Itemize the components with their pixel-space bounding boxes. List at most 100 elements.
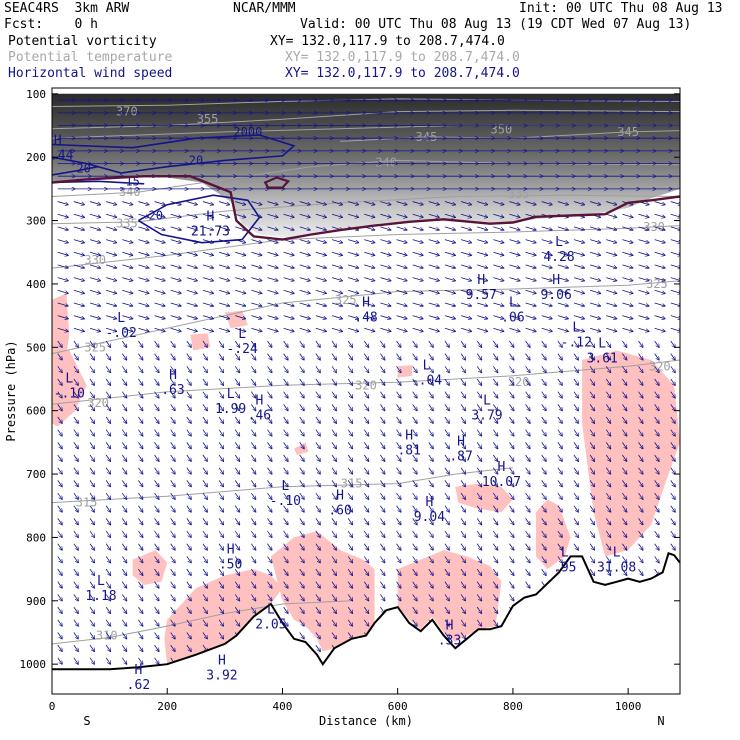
wind-vector <box>541 467 546 474</box>
wind-vector <box>509 492 513 499</box>
wind-vector <box>428 480 433 486</box>
wind-vector <box>283 378 288 385</box>
wind-vector <box>299 594 304 600</box>
wind-vector <box>299 404 304 410</box>
wind-vector <box>138 315 148 319</box>
wind-vector <box>412 556 417 562</box>
wind-vector <box>154 480 159 486</box>
wind-vector <box>89 606 94 613</box>
wind-vector <box>283 353 288 360</box>
wind-vector <box>251 606 255 613</box>
wind-vector <box>605 340 610 347</box>
wind-vector <box>412 404 417 410</box>
wind-vector <box>654 315 665 319</box>
wind-vector <box>267 594 271 600</box>
wind-vector <box>170 366 175 372</box>
wind-vector <box>573 442 578 448</box>
wind-vector <box>509 251 519 255</box>
wind-vector <box>380 467 384 474</box>
wind-vector <box>654 454 659 461</box>
wind-vector <box>638 277 649 281</box>
wind-vector <box>412 251 423 255</box>
wind-vector <box>251 492 255 499</box>
wind-vector <box>186 467 191 474</box>
wind-vector <box>396 302 407 306</box>
extremum-value: .48 <box>354 310 377 325</box>
wind-vector <box>235 302 245 306</box>
wind-vector <box>89 632 94 638</box>
wind-vector <box>315 644 320 651</box>
wind-vector <box>138 480 142 486</box>
wind-vector <box>170 505 175 512</box>
wind-vector <box>73 442 78 448</box>
wind-vector <box>428 340 433 347</box>
wind-vector <box>444 505 449 512</box>
wind-vector <box>105 594 110 600</box>
wind-vector <box>186 366 191 372</box>
wind-vector <box>460 480 465 486</box>
wind-vector <box>267 315 277 319</box>
theta-contour <box>52 280 680 355</box>
wind-vector <box>105 644 110 651</box>
wind-vector <box>541 391 546 398</box>
wind-vector <box>525 226 536 230</box>
wind-vector <box>138 619 142 626</box>
wind-vector <box>589 429 594 436</box>
extremum-marker: H <box>362 295 370 310</box>
wind-vector <box>347 442 352 448</box>
field2-name: Potential temperature <box>8 50 173 65</box>
extremum-marker: L <box>509 295 517 310</box>
wind-vector <box>444 277 455 281</box>
wind-vector <box>380 404 384 410</box>
wind-vector <box>509 378 513 385</box>
wind-vector <box>57 467 62 474</box>
wind-vector <box>460 530 465 537</box>
rh-region <box>455 483 513 513</box>
wind-vector <box>121 594 126 600</box>
wind-vector <box>57 556 62 562</box>
wind-vector <box>347 581 352 588</box>
wind-vector <box>121 606 126 613</box>
wind-vector <box>73 454 78 461</box>
wind-vector <box>202 492 207 499</box>
wind-vector <box>396 391 401 398</box>
x-tick-label: 400 <box>273 700 293 713</box>
field2-xy: XY= 132.0,117.9 to 208.7,474.0 <box>285 50 520 65</box>
wind-vector <box>106 302 116 306</box>
wind-vector <box>267 442 271 448</box>
wind-vector <box>509 277 519 281</box>
wind-vector <box>670 429 675 436</box>
wind-vector <box>202 366 207 372</box>
extremum-marker: L <box>483 394 491 409</box>
wind-vector <box>251 429 255 436</box>
rh-region <box>397 550 502 642</box>
wind-vector <box>73 543 78 550</box>
wind-vector <box>283 568 288 575</box>
wind-vector <box>267 277 277 281</box>
wind-vector <box>202 480 207 486</box>
wind-vector <box>89 226 100 230</box>
wind-vector <box>347 353 352 360</box>
wind-vector <box>589 492 594 499</box>
wind-vector <box>638 556 643 562</box>
wind-vector <box>444 530 449 537</box>
wind-vector <box>218 632 223 638</box>
wind-vector <box>251 201 261 205</box>
wind-vector <box>283 606 288 613</box>
wind-vector <box>654 201 665 205</box>
wind-vector <box>428 543 433 550</box>
wind-vector <box>121 644 126 651</box>
wind-vector <box>186 492 191 499</box>
wind-vector <box>315 289 326 293</box>
wind-vector <box>234 480 239 486</box>
wind-vector <box>573 404 578 410</box>
wind-vector <box>460 378 465 385</box>
wind-vector <box>347 416 352 423</box>
wind-vector <box>380 492 384 499</box>
wind-vector <box>525 581 530 588</box>
wind-vector <box>267 239 277 243</box>
wind-vector <box>622 340 626 347</box>
wind-vector <box>380 505 384 512</box>
wind-vector <box>541 505 546 512</box>
wind-vector <box>331 289 342 293</box>
